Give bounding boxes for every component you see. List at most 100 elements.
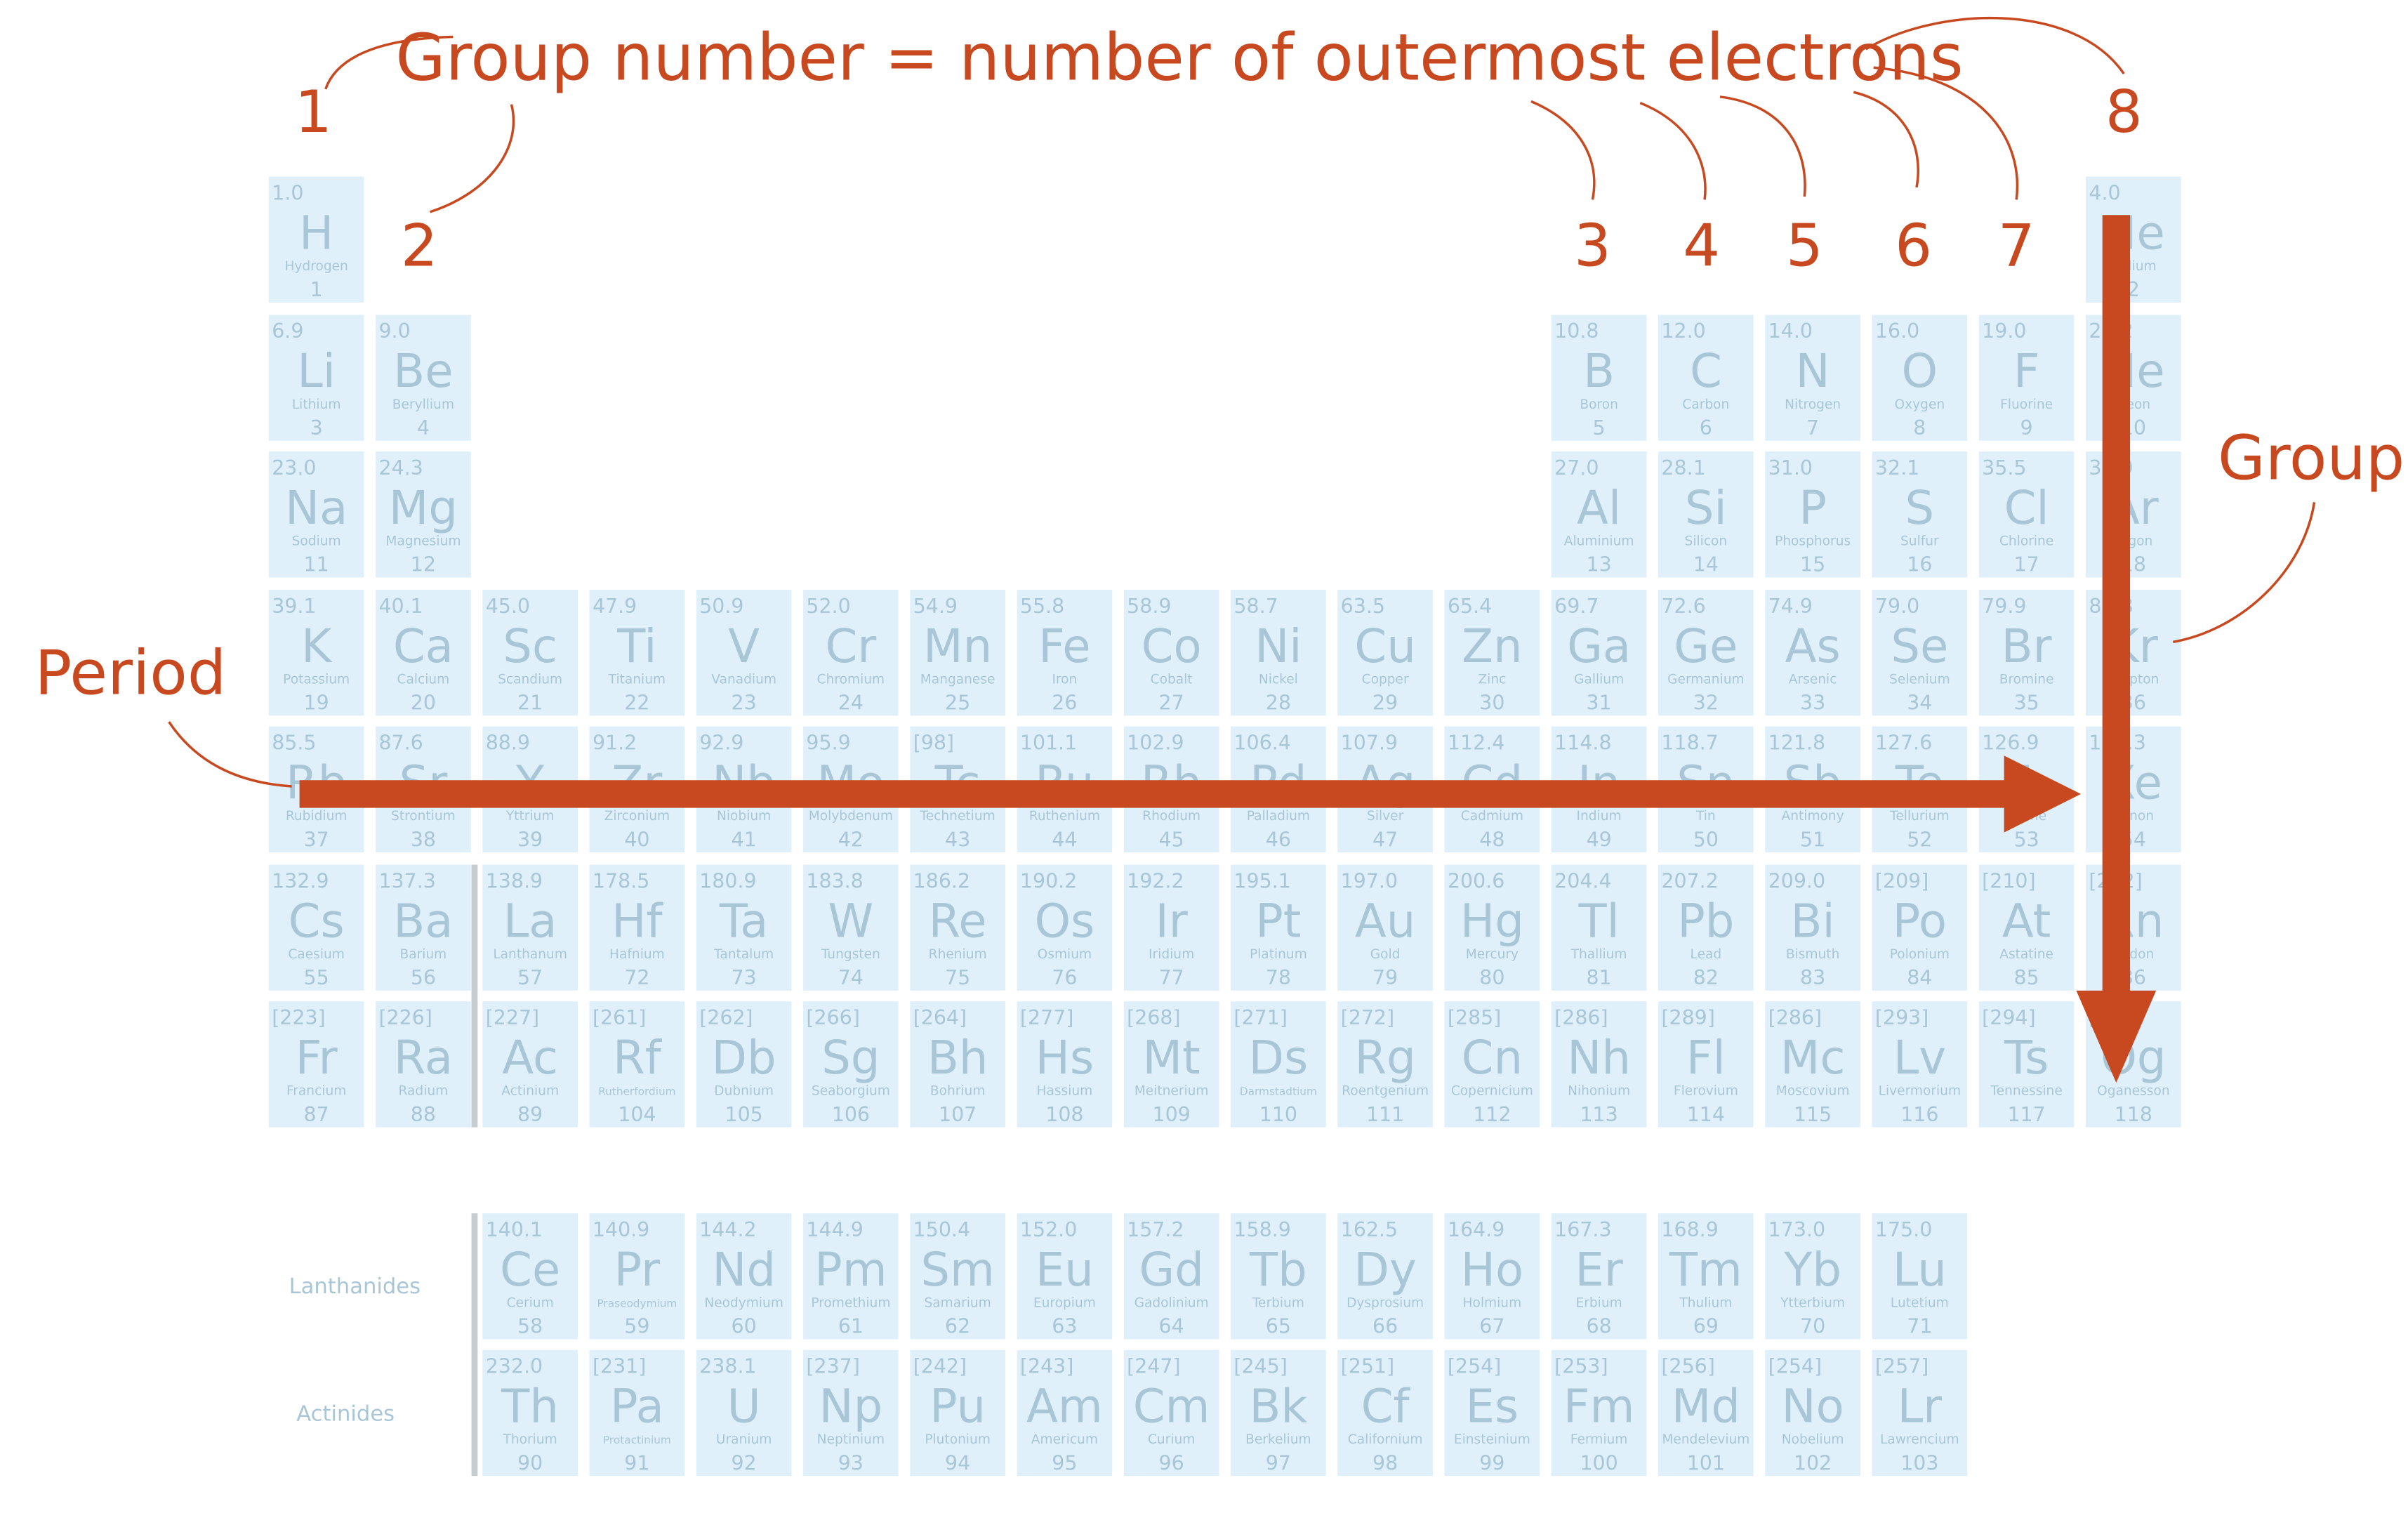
element-symbol: W — [828, 894, 873, 948]
element-name: Flerovium — [1674, 1084, 1738, 1099]
element-symbol: Er — [1575, 1243, 1622, 1297]
element-symbol: B — [1583, 345, 1615, 398]
element-name: Thallium — [1570, 947, 1627, 962]
cell-box — [1765, 1001, 1860, 1128]
element-symbol: Ta — [719, 894, 768, 948]
element-symbol: Hf — [611, 894, 663, 948]
element-name: Copper — [1362, 672, 1409, 687]
atomic-number: 9 — [2020, 416, 2033, 440]
element-name: Neptinium — [817, 1432, 885, 1447]
atomic-mass: 55.8 — [1020, 595, 1064, 618]
element-symbol: Re — [929, 894, 987, 948]
element-name: Protactinium — [603, 1434, 671, 1446]
atomic-number: 116 — [1900, 1103, 1938, 1126]
atomic-number: 85 — [2014, 966, 2039, 989]
atomic-number: 93 — [838, 1451, 864, 1474]
element-name: Ytterbium — [1780, 1296, 1845, 1311]
atomic-mass: [253] — [1554, 1355, 1608, 1378]
element-symbol: Hs — [1036, 1031, 1094, 1085]
cell-box — [376, 315, 471, 441]
atomic-number: 92 — [732, 1451, 757, 1474]
cell-box — [1658, 1349, 1754, 1477]
atomic-number: 71 — [1907, 1315, 1932, 1338]
element-name: Selenium — [1889, 672, 1950, 687]
atomic-number: 35 — [2014, 692, 2039, 715]
cell-box — [803, 1213, 899, 1340]
atomic-mass: 58.7 — [1233, 595, 1278, 618]
element-symbol: O — [1902, 345, 1938, 398]
cell-box — [696, 589, 792, 716]
element-name: Polonium — [1890, 947, 1950, 962]
element-cell: 20.2NeNeon10 — [2086, 315, 2181, 441]
element-name: Silicon — [1685, 534, 1728, 549]
atomic-number: 99 — [1479, 1451, 1504, 1474]
element-name: Livermorium — [1879, 1084, 1961, 1099]
cell-box — [268, 864, 364, 991]
cell-box — [2086, 864, 2181, 991]
atomic-mass: 4.0 — [2089, 181, 2120, 204]
atomic-mass: 47.9 — [593, 595, 637, 618]
atomic-mass: 45.0 — [486, 595, 530, 618]
atomic-mass: 23.0 — [272, 456, 316, 480]
element-symbol: Na — [285, 482, 348, 535]
atomic-mass: [268] — [1127, 1006, 1180, 1029]
cell-box — [1765, 589, 1860, 716]
atomic-number: 8 — [1913, 416, 1926, 440]
curve — [1865, 16, 2125, 74]
arrow-head — [2004, 755, 2082, 833]
atomic-number: 118 — [2115, 1103, 2152, 1126]
element-name: Einsteinium — [1454, 1432, 1530, 1447]
cell-box — [1551, 589, 1647, 716]
atomic-number: 15 — [1800, 553, 1825, 576]
atomic-mass: 175.0 — [1875, 1218, 1932, 1241]
atomic-mass: [266] — [806, 1006, 859, 1029]
atomic-number: 23 — [732, 692, 757, 715]
atomic-number: 68 — [1587, 1315, 1612, 1338]
element-name: Thorium — [503, 1432, 557, 1447]
atomic-mass: 192.2 — [1127, 869, 1184, 892]
atomic-mass: 164.9 — [1448, 1218, 1504, 1241]
atomic-number: 32 — [1693, 692, 1719, 715]
curve — [1873, 66, 2019, 200]
element-name: Holmium — [1463, 1296, 1522, 1311]
atomic-number: 66 — [1372, 1315, 1398, 1338]
element-name: Sulfur — [1900, 534, 1939, 549]
atomic-number: 51 — [1800, 828, 1825, 851]
element-name: Tungsten — [821, 947, 880, 962]
atomic-number: 28 — [1266, 692, 1291, 715]
cell-box — [1551, 1001, 1647, 1128]
atomic-number: 59 — [624, 1315, 649, 1338]
element-name: Lanthanum — [493, 947, 567, 962]
element-name: Neodymium — [704, 1296, 783, 1311]
cell-box — [1551, 864, 1647, 991]
element-name: Iron — [1052, 672, 1077, 687]
element-name: Palladium — [1247, 809, 1310, 824]
element-name: Astatine — [1999, 947, 2053, 962]
atomic-number: 7 — [1806, 416, 1819, 440]
atomic-number: 30 — [1479, 692, 1504, 715]
element-name: Sodium — [292, 534, 341, 549]
cell-box — [696, 1001, 792, 1128]
group-number: 7 — [1998, 211, 2035, 279]
cell-box — [482, 1349, 578, 1477]
atomic-number: 55 — [304, 966, 329, 989]
element-symbol: Lu — [1893, 1243, 1947, 1297]
element-name: Zirconium — [604, 809, 670, 824]
atomic-number: 6 — [1700, 416, 1712, 440]
